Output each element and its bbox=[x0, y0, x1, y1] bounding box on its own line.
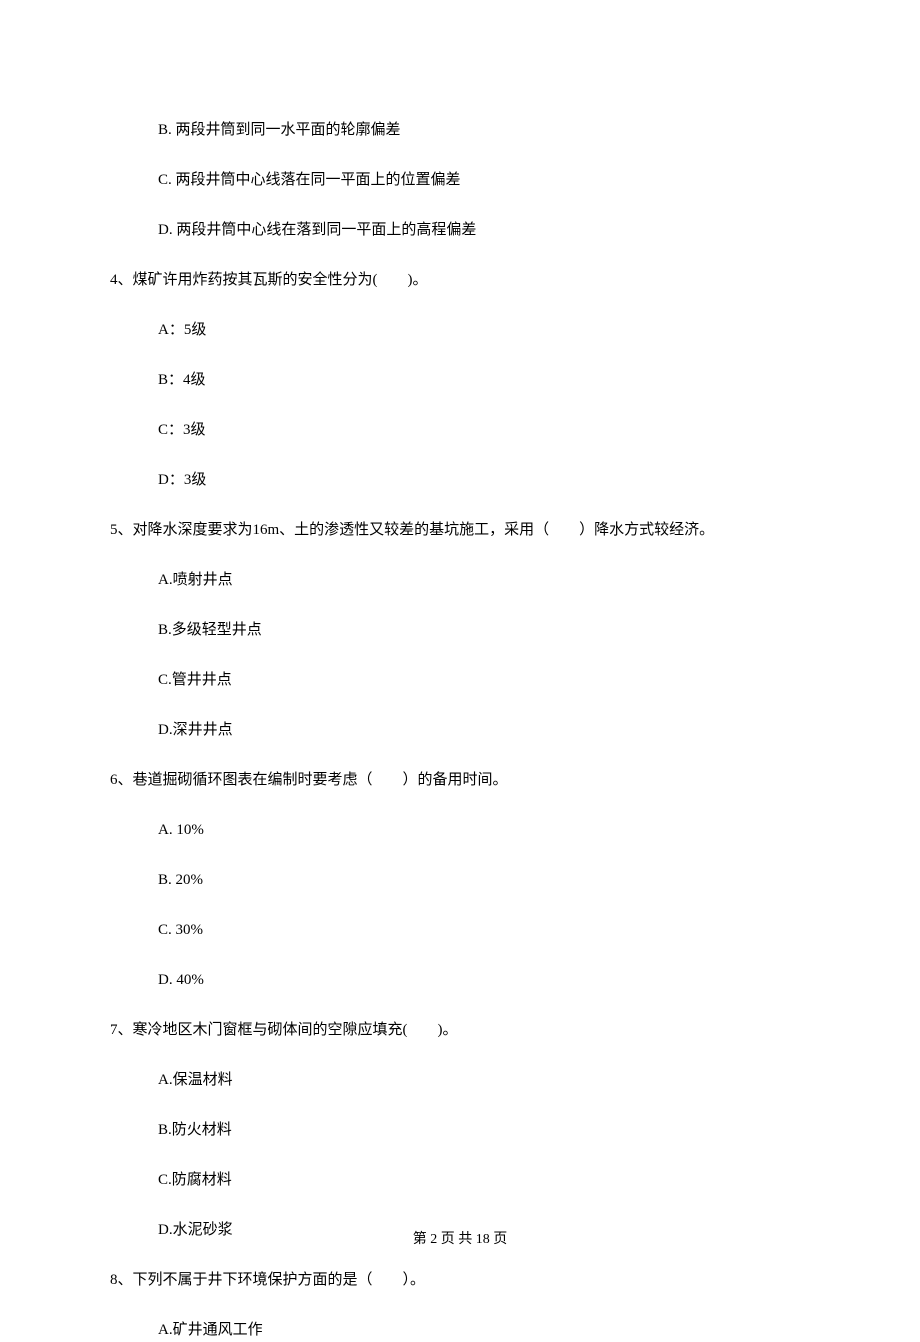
q7-option-b: B.防火材料 bbox=[110, 1118, 810, 1142]
page-footer: 第 2 页 共 18 页 bbox=[0, 1228, 920, 1248]
q5-option-c: C.管井井点 bbox=[110, 668, 810, 692]
q5-stem: 5、对降水深度要求为16m、土的渗透性又较差的基坑施工，采用（ ）降水方式较经济… bbox=[110, 518, 810, 542]
q5-option-d: D.深井井点 bbox=[110, 718, 810, 742]
q4-option-d: D：3级 bbox=[110, 468, 810, 492]
q4-option-c: C：3级 bbox=[110, 418, 810, 442]
q7-stem: 7、寒冷地区木门窗框与砌体间的空隙应填充( )。 bbox=[110, 1018, 810, 1042]
q6-option-d: D. 40% bbox=[110, 968, 810, 992]
q3-option-b: B. 两段井筒到同一水平面的轮廓偏差 bbox=[110, 118, 810, 142]
q8-stem: 8、下列不属于井下环境保护方面的是（ ）。 bbox=[110, 1268, 810, 1292]
q4-stem: 4、煤矿许用炸药按其瓦斯的安全性分为( )。 bbox=[110, 268, 810, 292]
q7-option-a: A.保温材料 bbox=[110, 1068, 810, 1092]
q6-option-c: C. 30% bbox=[110, 918, 810, 942]
q8-option-a: A.矿井通风工作 bbox=[110, 1318, 810, 1342]
q5-option-b: B.多级轻型井点 bbox=[110, 618, 810, 642]
q7-option-c: C.防腐材料 bbox=[110, 1168, 810, 1192]
q6-option-a: A. 10% bbox=[110, 818, 810, 842]
q4-option-b: B：4级 bbox=[110, 368, 810, 392]
q5-option-a: A.喷射井点 bbox=[110, 568, 810, 592]
page-content: B. 两段井筒到同一水平面的轮廓偏差 C. 两段井筒中心线落在同一平面上的位置偏… bbox=[0, 0, 920, 1342]
q4-option-a: A：5级 bbox=[110, 318, 810, 342]
q3-option-c: C. 两段井筒中心线落在同一平面上的位置偏差 bbox=[110, 168, 810, 192]
q3-option-d: D. 两段井筒中心线在落到同一平面上的高程偏差 bbox=[110, 218, 810, 242]
q6-option-b: B. 20% bbox=[110, 868, 810, 892]
q6-stem: 6、巷道掘砌循环图表在编制时要考虑（ ）的备用时间。 bbox=[110, 768, 810, 792]
